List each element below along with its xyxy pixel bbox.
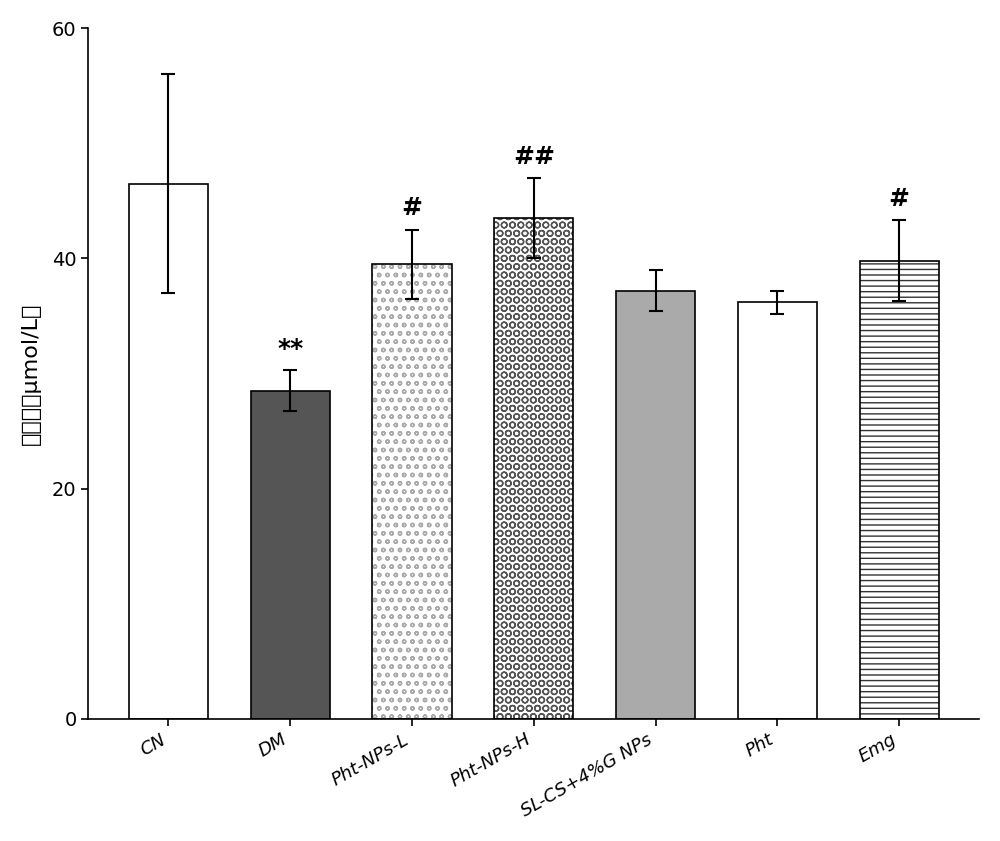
Bar: [738, 302, 817, 719]
Bar: [860, 261, 939, 719]
Bar: [494, 218, 573, 719]
Text: #: #: [401, 197, 422, 220]
Bar: [860, 261, 939, 719]
Text: **: **: [277, 337, 303, 361]
Bar: [860, 261, 939, 719]
Bar: [616, 291, 695, 719]
Y-axis label: 肌酩值（μmol/L）: 肌酩值（μmol/L）: [21, 302, 41, 445]
Bar: [738, 302, 817, 719]
Bar: [372, 264, 452, 719]
Bar: [129, 183, 208, 719]
Text: #: #: [889, 188, 910, 211]
Bar: [738, 302, 817, 719]
Bar: [251, 391, 330, 719]
Bar: [494, 218, 573, 719]
Bar: [372, 264, 452, 719]
Text: ##: ##: [513, 145, 555, 169]
Bar: [494, 218, 573, 719]
Bar: [372, 264, 452, 719]
